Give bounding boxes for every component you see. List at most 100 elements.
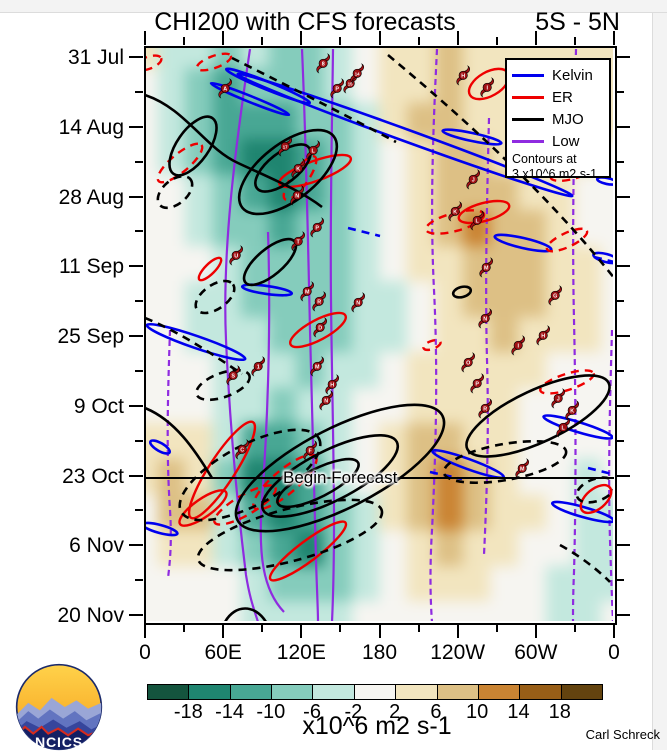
heatmap-cell	[490, 530, 519, 566]
y-tick-label: 28 Aug	[58, 185, 124, 209]
heatmap-cell	[157, 281, 186, 317]
legend-item: MJO	[512, 108, 604, 130]
axis-tick	[300, 31, 303, 45]
axis-tick	[135, 230, 143, 233]
axis-tick	[616, 90, 624, 93]
colorbar-units: x10^6 m2 s-1	[302, 712, 452, 740]
heatmap-cell	[146, 281, 158, 317]
y-tick-label: 23 Oct	[62, 464, 124, 488]
axis-tick	[616, 439, 624, 442]
heatmap-cell	[434, 352, 463, 388]
heatmap-cell	[324, 245, 352, 282]
axis-tick	[129, 125, 143, 128]
heatmap-cell	[573, 281, 602, 317]
heatmap-cell	[490, 565, 519, 602]
x-tick-label: 120W	[430, 641, 486, 664]
heatmap-cell	[157, 601, 186, 621]
axis-tick	[534, 624, 537, 638]
x-tick-label: 0	[139, 641, 151, 664]
axis-tick	[616, 509, 624, 512]
heatmap-cell	[518, 530, 546, 566]
axis-tick	[613, 624, 615, 638]
axis-tick	[616, 404, 630, 407]
axis-tick	[613, 31, 615, 45]
heatmap-cell	[157, 48, 186, 68]
heatmap-cell	[351, 565, 380, 602]
mjo-line-sample	[512, 117, 544, 121]
colorbar-segment	[478, 685, 521, 699]
axis-tick	[495, 37, 498, 45]
heatmap-cell	[351, 245, 380, 282]
axis-tick	[534, 31, 537, 45]
er-line-sample	[512, 95, 544, 99]
x-tick-label: 180	[361, 641, 398, 664]
colorbar	[147, 684, 603, 700]
axis-tick	[135, 160, 143, 163]
colorbar-tick-label: 14	[507, 701, 530, 723]
heatmap-cell	[518, 565, 546, 602]
axis-tick	[616, 579, 624, 582]
axis-tick	[616, 544, 630, 547]
right-edge-strip	[652, 13, 667, 750]
credit-text: Carl Schreck	[585, 727, 660, 742]
heatmap-cell	[351, 601, 380, 621]
colorbar-segment	[230, 685, 273, 699]
heatmap-cell	[601, 352, 613, 388]
axis-tick	[616, 56, 630, 58]
x-tick-label: 0	[608, 641, 620, 664]
heatmap-cell	[324, 281, 352, 317]
colorbar-segment	[520, 685, 562, 699]
legend-item: Kelvin	[512, 64, 604, 86]
heatmap-cell	[379, 530, 408, 566]
heatmap-cell	[601, 281, 613, 317]
heatmap-cell	[518, 601, 546, 621]
axis-tick	[135, 90, 143, 93]
heatmap-cell	[351, 352, 380, 388]
heatmap-cell	[407, 601, 435, 621]
heatmap-cell	[146, 245, 158, 282]
y-tick-label: 11 Sep	[59, 255, 124, 279]
colorbar-segment	[148, 685, 190, 699]
y-tick-label: 14 Aug	[58, 115, 124, 139]
top-edge-strip	[0, 0, 667, 13]
axis-tick	[378, 624, 381, 638]
heatmap-cell	[490, 281, 519, 317]
heatmap-cell	[185, 601, 214, 621]
axis-tick	[300, 624, 303, 638]
legend-label: Low	[552, 132, 580, 150]
colorbar-segment	[313, 685, 355, 699]
colorbar-segment	[561, 685, 602, 699]
x-tick-label: 60W	[514, 641, 558, 664]
logo-text: NCICS	[35, 734, 83, 750]
axis-tick	[135, 439, 143, 442]
y-tick-label: 9 Oct	[73, 394, 124, 418]
heatmap-cell	[324, 209, 352, 246]
latitude-band-label: 5S - 5N	[535, 8, 620, 36]
colorbar-tick-label: -10	[256, 701, 286, 723]
axis-tick	[135, 509, 143, 512]
logo-mountains	[16, 697, 102, 750]
axis-tick	[616, 369, 624, 372]
colorbar-segment	[396, 685, 438, 699]
axis-tick	[261, 37, 264, 45]
axis-tick	[183, 37, 186, 45]
axis-tick	[261, 624, 264, 632]
heatmap-cell	[462, 601, 491, 621]
heatmap-cell	[146, 530, 158, 566]
axis-tick	[222, 31, 225, 45]
colorbar-tick-label: 18	[548, 701, 571, 723]
heatmap-cell	[518, 494, 546, 531]
y-tick-label: 20 Nov	[57, 604, 124, 627]
axis-tick	[129, 335, 143, 337]
axis-tick	[222, 624, 225, 638]
y-tick-label: 31 Jul	[67, 46, 124, 69]
axis-tick	[183, 624, 186, 632]
heatmap-cell	[379, 352, 408, 388]
heatmap-cell	[573, 316, 602, 353]
heatmap-cell	[379, 601, 408, 621]
axis-tick	[417, 624, 420, 632]
axis-tick	[339, 37, 342, 45]
axis-tick	[339, 624, 342, 632]
colorbar-tick-label: 2	[389, 701, 401, 723]
